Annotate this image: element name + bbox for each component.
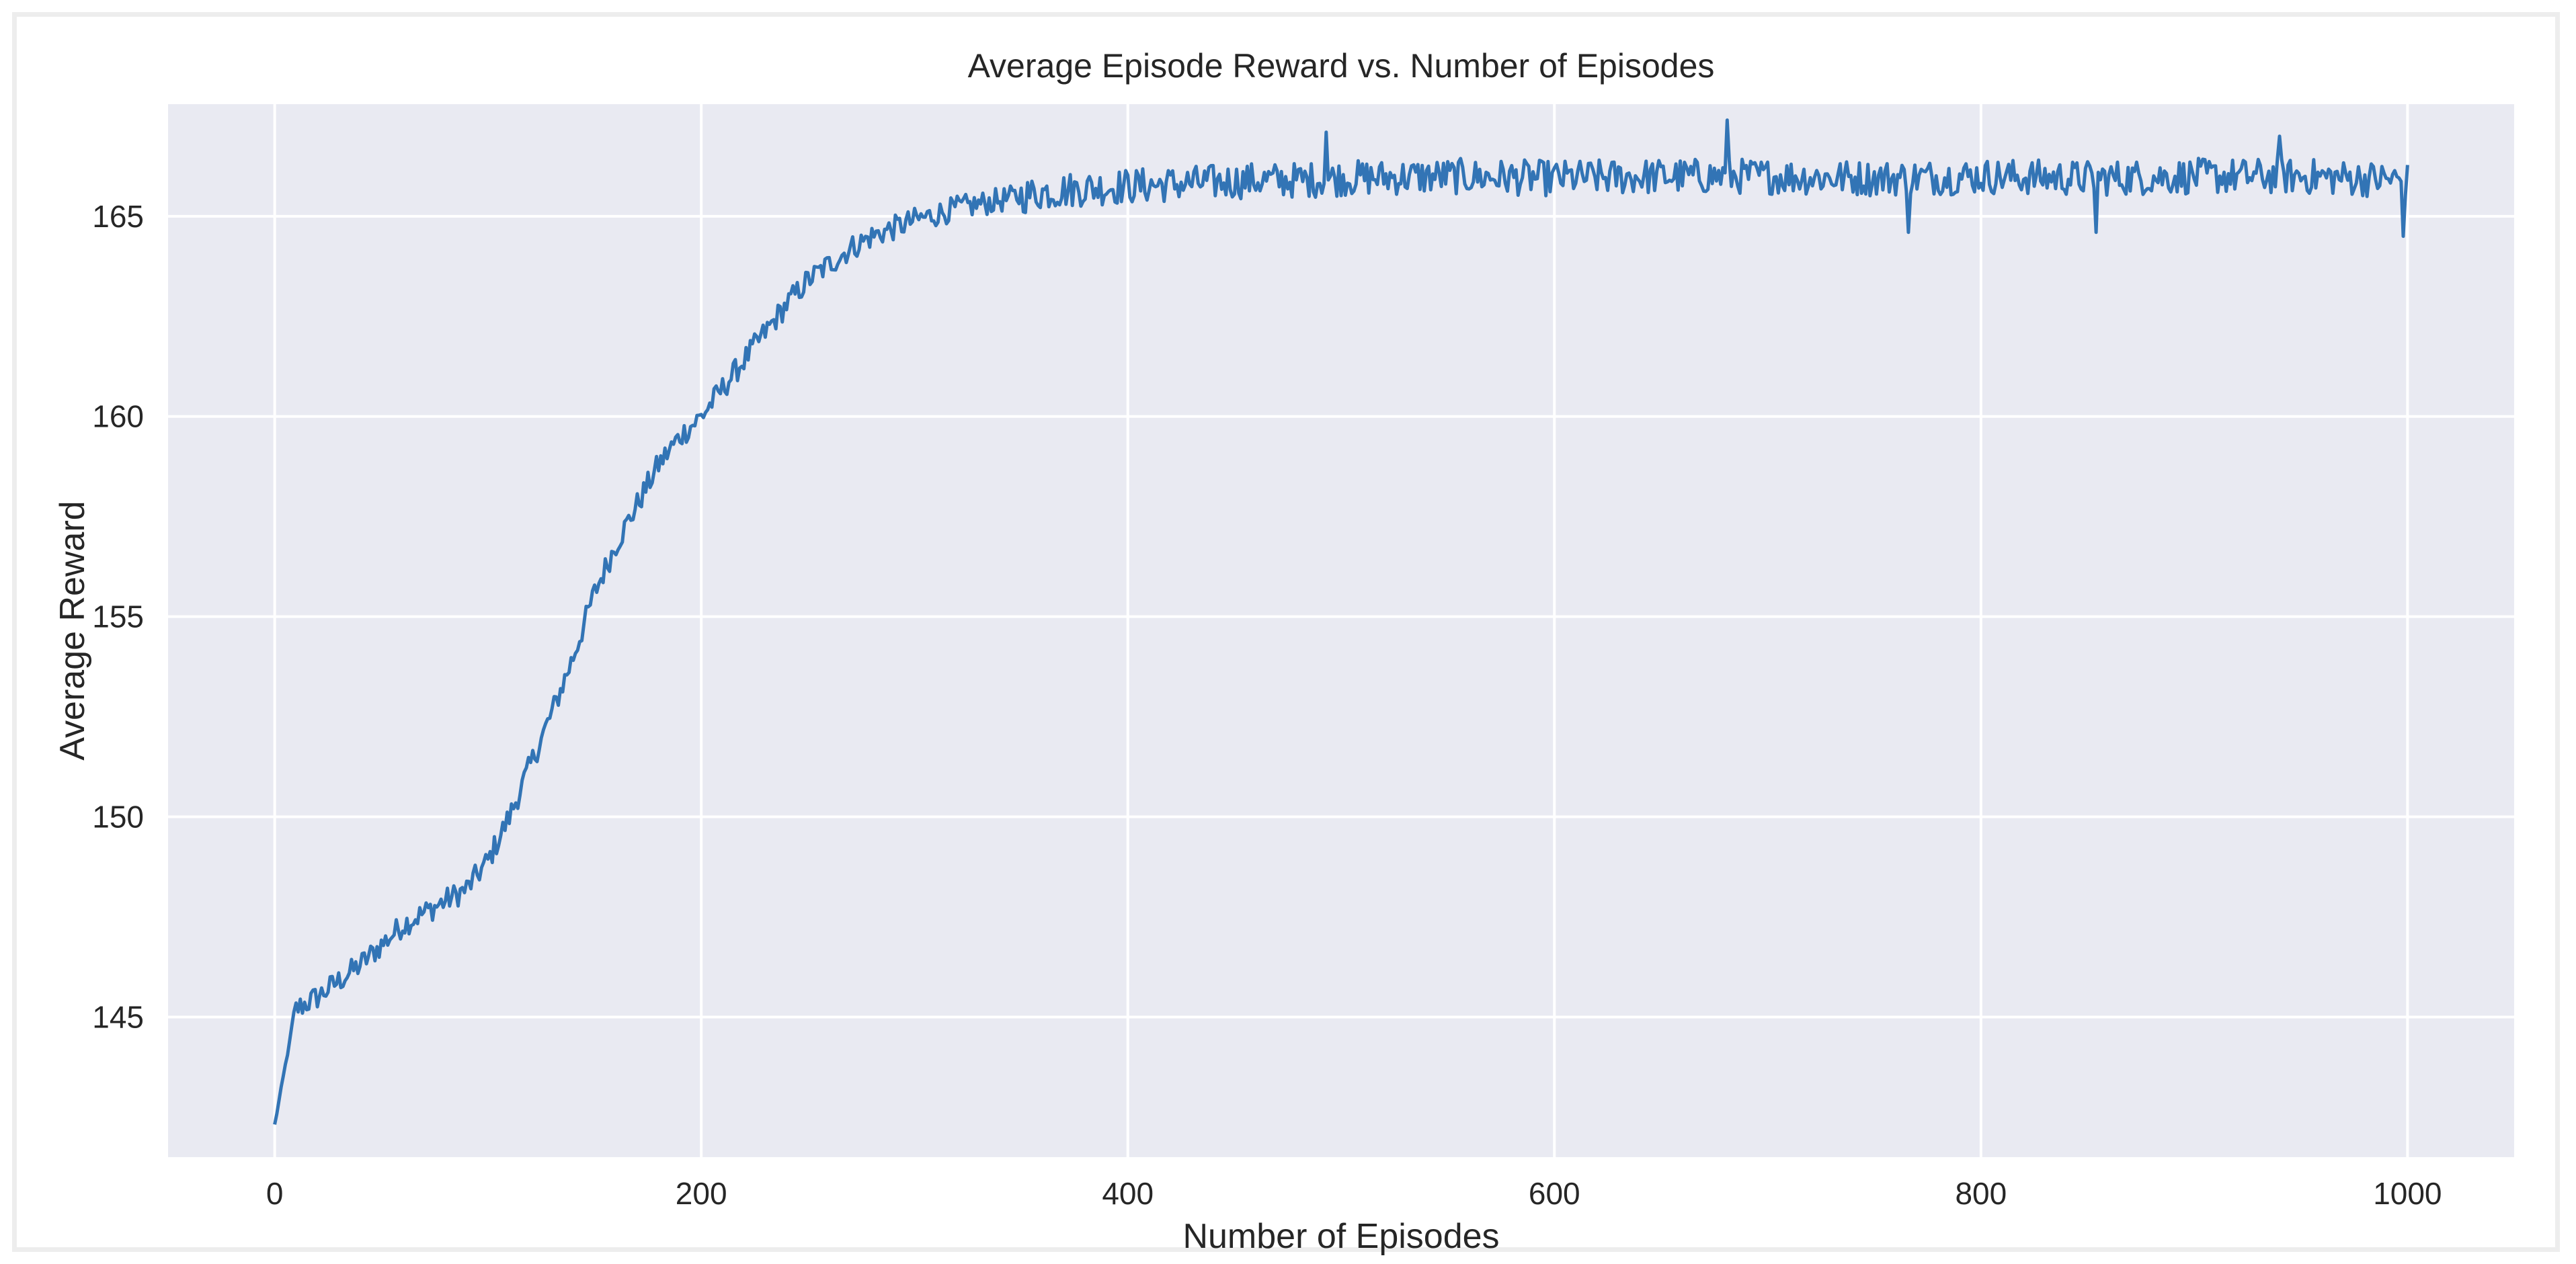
- x-tick-label: 200: [676, 1176, 727, 1211]
- x-tick-label: 0: [266, 1176, 284, 1211]
- series-line: [273, 118, 2409, 1125]
- y-tick-label: 145: [92, 999, 144, 1034]
- y-axis-ticks: 145 150 155 160 165: [92, 199, 144, 1035]
- y-tick-label: 155: [92, 599, 144, 634]
- x-tick-label: 600: [1529, 1176, 1580, 1211]
- x-axis-ticks: 0 200 400 600 800 1000: [266, 1176, 2442, 1211]
- y-tick-label: 165: [92, 199, 144, 234]
- y-tick-label: 160: [92, 399, 144, 434]
- x-tick-label: 800: [1955, 1176, 2007, 1211]
- x-tick-label: 1000: [2373, 1176, 2442, 1211]
- y-axis-label: Average Reward: [53, 501, 92, 760]
- x-tick-label: 400: [1102, 1176, 1154, 1211]
- y-tick-label: 150: [92, 800, 144, 835]
- x-axis-label: Number of Episodes: [1182, 1217, 1499, 1256]
- chart-title: Average Episode Reward vs. Number of Epi…: [968, 47, 1715, 85]
- grid-lines: [168, 104, 2514, 1157]
- plot-area: [168, 104, 2514, 1157]
